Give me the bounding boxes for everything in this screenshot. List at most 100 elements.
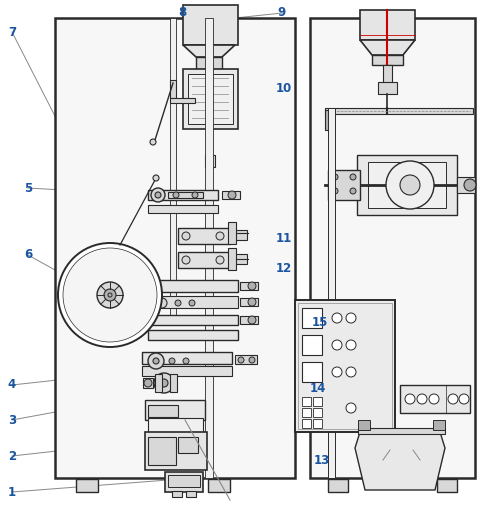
Circle shape [346,403,356,413]
Bar [145,432,207,470]
Circle shape [63,248,157,342]
Bar [302,308,322,328]
Circle shape [175,300,181,306]
Circle shape [332,188,338,194]
Circle shape [346,367,356,377]
Bar [240,316,258,324]
Polygon shape [183,45,235,57]
Bar [170,374,177,392]
Circle shape [238,357,244,363]
Circle shape [448,394,458,404]
Circle shape [216,256,224,264]
Bar [372,55,403,65]
Text: 5: 5 [24,181,32,194]
Text: 7: 7 [8,26,16,38]
Circle shape [332,367,342,377]
Bar [302,419,311,428]
Circle shape [151,188,165,202]
Bar [313,397,322,406]
Circle shape [183,358,189,364]
Circle shape [192,192,198,198]
Bar [55,18,295,478]
Circle shape [155,192,161,198]
Text: 8: 8 [178,6,186,19]
Text: 11: 11 [276,232,292,245]
Circle shape [108,293,112,297]
Bar [196,57,222,69]
Bar [302,362,322,382]
Bar [310,18,475,478]
Bar [360,10,415,40]
Circle shape [249,357,255,363]
Bar [143,378,153,388]
Bar [178,252,230,268]
Bar [437,479,457,492]
Circle shape [148,353,164,369]
Bar [358,428,445,434]
Text: 13: 13 [314,453,330,466]
Bar [178,228,230,244]
Circle shape [58,243,162,347]
Bar [205,18,213,478]
Bar [400,385,470,413]
Circle shape [459,394,469,404]
Bar [302,408,311,417]
Bar [183,5,238,45]
Bar [148,437,176,465]
Bar [183,69,238,129]
Text: 6: 6 [24,248,32,261]
Bar [148,296,238,308]
Bar [368,162,446,208]
Circle shape [386,161,434,209]
Circle shape [153,175,159,181]
Circle shape [144,379,152,387]
Bar [145,400,205,420]
Text: 10: 10 [276,82,292,94]
Bar [313,419,322,428]
Bar [295,300,395,432]
Bar [165,472,203,492]
Bar [328,170,360,200]
Bar [302,335,322,355]
Text: 4: 4 [8,378,16,391]
Bar [358,420,370,430]
Text: 15: 15 [312,315,328,329]
Bar [148,330,238,340]
Text: 1: 1 [8,486,16,498]
Circle shape [104,289,116,301]
Bar [228,248,236,270]
Circle shape [332,340,342,350]
Bar [170,18,176,318]
Circle shape [332,313,342,323]
Circle shape [350,174,356,180]
Circle shape [150,139,156,145]
Bar [188,74,233,124]
Bar [148,190,218,200]
Circle shape [182,256,190,264]
Bar [240,282,258,290]
Bar [186,491,196,497]
Bar [232,230,247,240]
Circle shape [332,174,338,180]
Bar [383,65,392,85]
Bar [298,303,392,429]
Bar [240,298,258,306]
Bar [76,479,98,492]
Text: 12: 12 [276,261,292,275]
Circle shape [97,282,123,308]
Circle shape [169,358,175,364]
Circle shape [464,179,476,191]
Bar [148,405,178,417]
Circle shape [248,298,256,306]
Bar [142,352,232,364]
Bar [328,479,348,492]
Circle shape [248,316,256,324]
Bar [235,355,257,364]
Polygon shape [355,432,445,490]
Bar [178,437,198,453]
Bar [148,315,238,325]
Circle shape [189,300,195,306]
Bar [232,254,247,264]
Circle shape [405,394,415,404]
Bar [325,110,333,130]
